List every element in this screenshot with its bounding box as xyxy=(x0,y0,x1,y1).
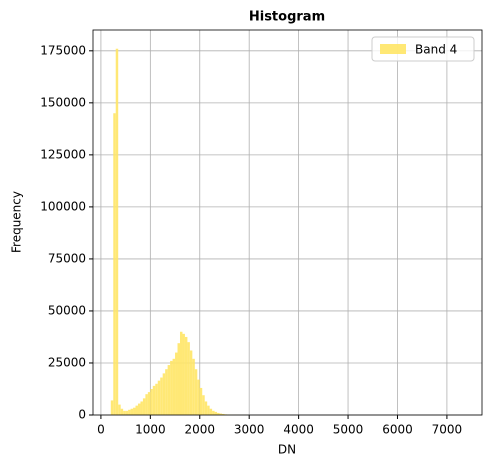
bar xyxy=(180,332,182,415)
bar xyxy=(140,401,142,415)
bar xyxy=(148,392,150,415)
x-axis-label: DN xyxy=(278,443,296,457)
bar xyxy=(143,398,145,415)
y-tick-label: 75000 xyxy=(48,251,86,265)
chart-title: Histogram xyxy=(249,10,325,25)
plot-frame xyxy=(93,30,482,415)
y-tick-label: 50000 xyxy=(48,303,86,317)
bar xyxy=(202,395,204,415)
bar xyxy=(168,365,170,415)
bar xyxy=(165,369,167,415)
bar xyxy=(178,343,180,415)
bar xyxy=(121,409,123,415)
bar xyxy=(150,389,152,415)
bar xyxy=(210,409,212,415)
bar xyxy=(187,342,189,415)
bar xyxy=(207,406,209,415)
legend-label: Band 4 xyxy=(415,43,457,57)
bar xyxy=(182,334,184,415)
y-tick-label: 100000 xyxy=(40,199,86,213)
bar xyxy=(136,406,138,415)
bar xyxy=(133,408,135,415)
bar xyxy=(155,384,157,415)
x-tick-label: 1000 xyxy=(135,423,166,437)
bar xyxy=(123,411,125,415)
bar xyxy=(128,410,130,415)
x-tick-label: 4000 xyxy=(283,423,314,437)
bar xyxy=(160,378,162,415)
legend-swatch xyxy=(380,44,406,54)
y-tick-label: 25000 xyxy=(48,355,86,369)
y-tick-label: 150000 xyxy=(40,95,86,109)
bar xyxy=(197,380,199,415)
x-tick-label: 7000 xyxy=(432,423,463,437)
bar xyxy=(116,49,118,415)
bar xyxy=(195,369,197,415)
bar xyxy=(185,337,187,415)
x-tick-label: 5000 xyxy=(333,423,364,437)
bar xyxy=(163,373,165,415)
bar xyxy=(205,401,207,415)
y-axis-label: Frequency xyxy=(10,191,24,253)
x-tick-label: 6000 xyxy=(382,423,413,437)
y-tick-label: 125000 xyxy=(40,147,86,161)
bar xyxy=(175,353,177,415)
bar xyxy=(212,411,214,415)
bar xyxy=(145,394,147,415)
x-tick-label: 2000 xyxy=(184,423,215,437)
bar xyxy=(126,411,128,415)
bar xyxy=(190,350,192,415)
bar xyxy=(113,113,115,415)
bar xyxy=(200,388,202,415)
bar xyxy=(118,405,120,415)
bar xyxy=(153,386,155,415)
bar xyxy=(170,361,172,415)
bar xyxy=(111,400,113,415)
bar xyxy=(131,409,133,415)
y-tick-label: 0 xyxy=(78,408,86,422)
bar xyxy=(192,359,194,415)
bar xyxy=(138,404,140,415)
x-tick-label: 3000 xyxy=(234,423,265,437)
bar xyxy=(215,412,217,415)
bar xyxy=(173,359,175,415)
y-tick-label: 175000 xyxy=(40,43,86,57)
x-tick-label: 0 xyxy=(97,423,105,437)
bar xyxy=(158,381,160,415)
